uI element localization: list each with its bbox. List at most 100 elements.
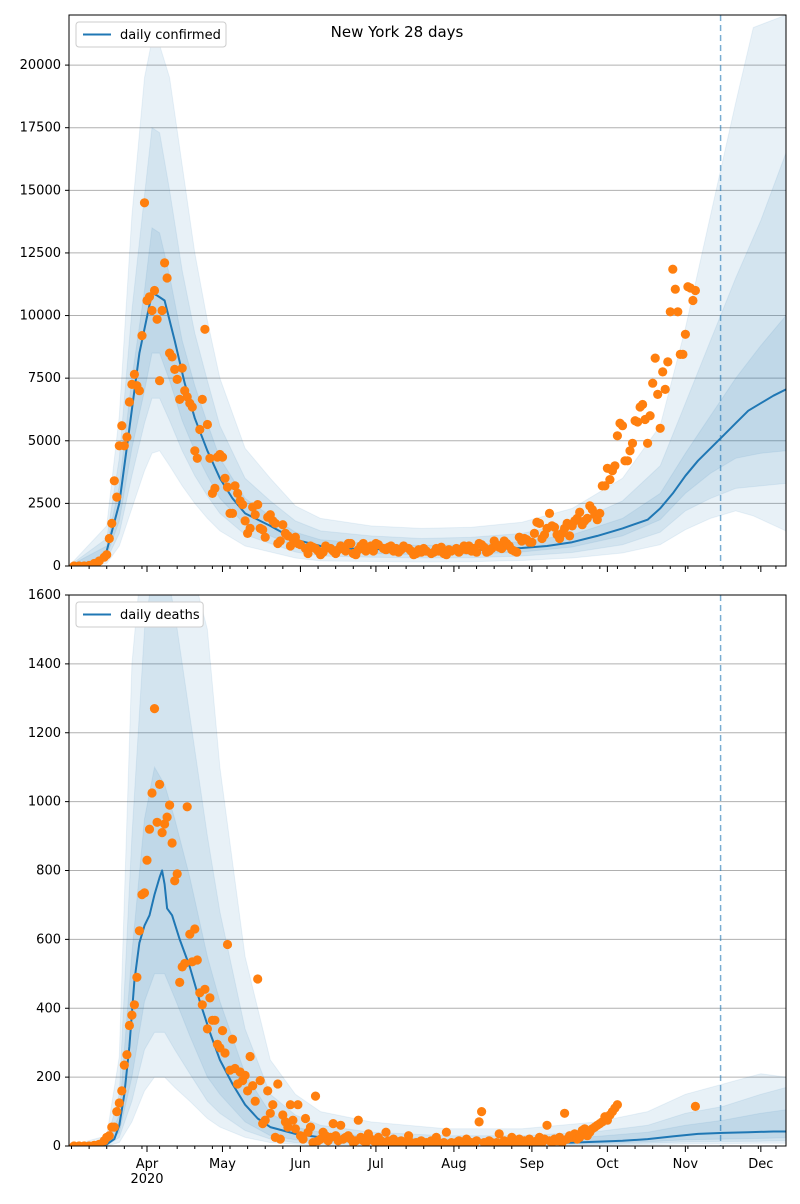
y-tick-label: 1600 [28, 588, 61, 603]
observed-point [134, 386, 144, 396]
x-tick-label: Apr [136, 1157, 159, 1172]
observed-point [190, 446, 200, 456]
observed-point [182, 802, 192, 812]
observed-point [575, 507, 585, 517]
observed-point [260, 532, 270, 542]
x-tick-label: Dec [748, 1157, 773, 1172]
observed-point [220, 1048, 230, 1058]
observed-point [660, 384, 670, 394]
observed-point [534, 518, 545, 529]
observed-point [230, 481, 240, 491]
observed-point [124, 1020, 134, 1031]
observed-point [192, 955, 202, 965]
band-inner [69, 765, 786, 1146]
observed-point [160, 258, 170, 268]
observed-point [544, 508, 555, 518]
observed-point [139, 888, 150, 898]
observed-point [273, 1079, 283, 1089]
legend-box [75, 601, 204, 628]
observed-point [260, 1115, 270, 1125]
observed-point [167, 838, 177, 848]
observed-point [381, 1127, 391, 1137]
observed-point [565, 531, 575, 541]
observed-point [155, 376, 165, 386]
x-tick-label: Oct [596, 1157, 618, 1172]
x-tick-label: Jul [367, 1157, 384, 1172]
observed-point [222, 939, 233, 950]
observed-point [195, 424, 205, 435]
observed-point [650, 353, 660, 363]
observed-point [542, 1120, 552, 1130]
observed-point [653, 389, 663, 399]
observed-point [404, 1131, 414, 1141]
observed-point [472, 547, 482, 557]
observed-point [250, 1096, 260, 1106]
observed-point [293, 1100, 303, 1110]
observed-point [197, 394, 207, 404]
observed-point [233, 488, 243, 498]
observed-point [202, 1024, 212, 1034]
axes-frame [68, 14, 787, 567]
observed-point [527, 537, 537, 547]
observed-point [258, 525, 268, 535]
band-mid [69, 595, 786, 1146]
observed-point [102, 550, 112, 560]
observed-point [275, 1134, 285, 1144]
observed-point [190, 924, 200, 934]
observed-point [165, 800, 175, 810]
observed-point [678, 349, 688, 359]
observed-point [172, 374, 182, 384]
observed-point [227, 1034, 238, 1044]
x-tick-year: 2020 [130, 1172, 163, 1187]
observed-point [278, 520, 288, 530]
observed-point [582, 513, 592, 524]
observed-point [175, 394, 185, 404]
observed-point [529, 528, 540, 539]
observed-point [220, 473, 230, 483]
observed-point [617, 421, 628, 431]
observed-point [575, 1132, 585, 1142]
observed-point [278, 1110, 288, 1120]
observed-point [612, 1100, 623, 1110]
band-outer [69, 595, 786, 1146]
observed-point [167, 352, 177, 362]
observed-point [142, 855, 152, 865]
deaths-panel: 0 200 400 600 800 1000 1200 1400 1600 Apr May Jun Ju… [28, 588, 787, 1187]
x-tick-label: Nov [673, 1157, 699, 1172]
observed-point [248, 1081, 258, 1091]
observed-point [353, 1115, 363, 1125]
observed-point [112, 492, 122, 502]
observed-point [336, 1120, 346, 1130]
y-tick-label: 400 [36, 1001, 61, 1016]
observed-point [197, 1000, 207, 1010]
y-tick-label: 2500 [28, 496, 61, 511]
observed-point [117, 421, 127, 431]
observed-point [663, 357, 673, 367]
observed-point [680, 329, 691, 339]
observed-point [217, 452, 228, 462]
observed-point [162, 812, 172, 822]
y-tick-label: 0 [53, 559, 61, 574]
observed-point [477, 1107, 487, 1117]
observed-point [109, 1122, 119, 1132]
observed-point [192, 453, 202, 463]
y-tick-label: 10000 [20, 309, 61, 324]
y-tick-label: 12500 [20, 246, 61, 261]
observed-point [157, 828, 167, 838]
observed-point [270, 518, 280, 529]
observed-point [668, 264, 678, 274]
observed-point [210, 483, 220, 493]
observed-point [205, 453, 215, 463]
observed-point [305, 1122, 316, 1132]
legend-label: daily deaths [120, 608, 200, 623]
observed-point [688, 295, 698, 306]
observed-point [610, 461, 620, 471]
observed-point [205, 993, 215, 1003]
band-mid [69, 126, 786, 566]
observed-point [268, 1100, 278, 1110]
observed-point [177, 363, 187, 373]
figure-title: New York 28 days [331, 23, 464, 41]
observed-point [175, 977, 185, 988]
observed-point [245, 1051, 255, 1062]
